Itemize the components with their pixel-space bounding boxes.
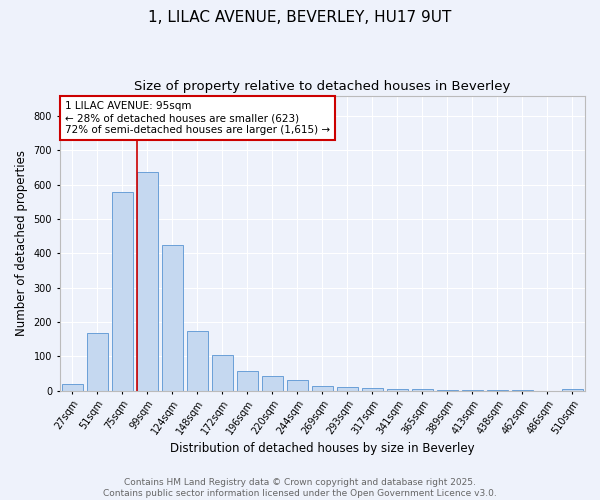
Bar [387, 389, 408, 391]
Bar [337, 388, 358, 391]
Bar [62, 384, 83, 391]
Y-axis label: Number of detached properties: Number of detached properties [15, 150, 28, 336]
Title: Size of property relative to detached houses in Beverley: Size of property relative to detached ho… [134, 80, 511, 93]
Text: 1, LILAC AVENUE, BEVERLEY, HU17 9UT: 1, LILAC AVENUE, BEVERLEY, HU17 9UT [148, 10, 452, 25]
Bar [462, 390, 483, 391]
Bar [412, 389, 433, 391]
Bar [112, 192, 133, 391]
Bar [312, 386, 333, 391]
Bar [161, 245, 183, 391]
Bar [236, 371, 258, 391]
Bar [262, 376, 283, 391]
Bar [287, 380, 308, 391]
X-axis label: Distribution of detached houses by size in Beverley: Distribution of detached houses by size … [170, 442, 475, 455]
Bar [562, 389, 583, 391]
Bar [187, 331, 208, 391]
Text: 1 LILAC AVENUE: 95sqm
← 28% of detached houses are smaller (623)
72% of semi-det: 1 LILAC AVENUE: 95sqm ← 28% of detached … [65, 102, 330, 134]
Bar [212, 355, 233, 391]
Bar [437, 390, 458, 391]
Bar [137, 172, 158, 391]
Bar [362, 388, 383, 391]
Bar [86, 333, 108, 391]
Text: Contains HM Land Registry data © Crown copyright and database right 2025.
Contai: Contains HM Land Registry data © Crown c… [103, 478, 497, 498]
